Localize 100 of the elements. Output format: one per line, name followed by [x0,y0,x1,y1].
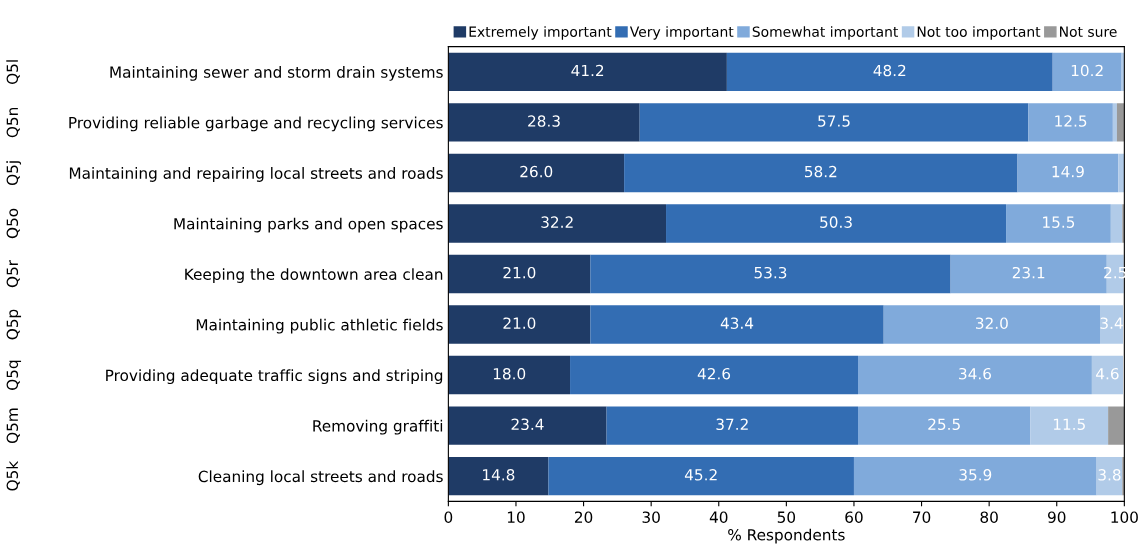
bar [448,355,571,395]
text: Q5o [6,208,20,239]
data-label: 11.5 [1053,418,1085,431]
x-tick-label: 0 [444,511,453,523]
legend-label: Very important [629,26,734,40]
data-label: 18.0 [493,367,526,380]
y-tick-label: Removing graffiti [313,419,443,435]
text: Q5l [6,60,20,84]
text: Q5k [6,460,20,491]
data-label: 50.3 [820,216,852,228]
bar [1122,456,1125,496]
bar [1108,406,1125,445]
bar [448,254,591,294]
x-tick-label: 80 [980,511,998,523]
bar [666,204,1007,243]
bar [570,355,859,395]
x-tick-label: 90 [1047,511,1066,523]
bar [448,103,640,142]
data-label: 15.5 [1043,216,1075,228]
bar [1112,103,1117,142]
legend-label: Not sure [1060,26,1117,37]
x-axis-title: % Respondents [728,528,845,544]
data-label: 21.0 [503,266,536,279]
data-label: 23.4 [511,418,544,431]
bar [1017,153,1119,193]
y-tick-label: Maintaining public athletic fields [196,318,443,334]
text: Q5j [6,161,22,186]
data-label: 43.4 [720,317,754,329]
bar [858,406,1031,445]
x-tick-label: 50 [777,511,796,523]
y-tick-label: Providing reliable garbage and recycling services [69,116,443,132]
bar [606,406,859,445]
bar [448,406,607,445]
y-tick-label: Cleaning local streets and roads [198,470,443,486]
data-label: 42.6 [697,367,731,380]
text: Q5q [6,360,22,390]
data-label: 37.2 [716,418,748,431]
bar [448,305,591,344]
x-tick-label: 70 [913,511,931,523]
bar [726,52,1053,92]
data-label: 32.0 [976,317,1008,329]
data-label: 28.3 [528,115,560,127]
data-label: 14.9 [1052,165,1084,178]
bar [1122,204,1125,243]
data-label: 45.2 [684,469,717,481]
legend-label: Somewhat important [752,26,899,40]
bar [590,305,884,344]
bar [1006,204,1111,243]
bar [1116,103,1125,142]
data-label: 53.3 [754,266,787,279]
bar [590,254,951,294]
bar [548,456,854,496]
data-label: 34.6 [959,367,991,380]
y-tick-label: Maintaining and repairing local streets and roads [69,167,443,182]
data-label: 48.2 [873,64,906,77]
x-tick-label: 60 [845,511,863,523]
data-label: 3.8 [1098,469,1121,481]
data-label: 14.8 [483,469,515,481]
bar [448,456,549,496]
text: Q5m [6,408,20,444]
bar [624,153,1018,193]
data-label: 23.1 [1012,266,1045,279]
data-label: 21.0 [503,317,536,329]
x-tick-label: 40 [709,511,728,523]
bar [1100,305,1123,344]
data-label: 57.5 [818,115,850,127]
x-tick-label: 10 [507,511,525,523]
legend-label: Not too important [917,26,1041,40]
bar [853,456,1097,496]
text: Q5n [6,107,20,138]
x-tick-label: 20 [574,511,593,523]
data-label: 26.0 [520,165,553,178]
y-tick-label: Maintaining parks and open spaces [174,217,443,233]
bar [448,52,727,92]
bar [639,103,1029,142]
y-tick-label: Keeping the downtown area clean [185,268,443,283]
text: Q5p [6,309,22,340]
data-label: 41.2 [571,64,604,77]
data-label: 4.6 [1096,367,1119,380]
bar [448,153,625,193]
data-label: 25.5 [928,418,960,431]
data-label: 3.4 [1100,317,1123,329]
data-label: 10.2 [1071,64,1103,77]
bar [1091,355,1123,395]
bar [1030,406,1109,445]
bar [1052,52,1122,92]
data-label: 12.5 [1055,115,1087,127]
bar [1028,103,1113,142]
text: Q5r [6,259,20,288]
bar [1118,153,1125,193]
bar [448,204,667,243]
x-tick-label: 30 [642,511,660,523]
bar [858,355,1092,395]
legend-label: Extremely important [469,26,612,40]
data-label: 58.2 [805,165,837,178]
data-label: 35.9 [959,469,992,481]
y-tick-label: Providing adequate traffic signs and striping [106,369,443,385]
bar [1110,204,1123,243]
x-tick-label: 100 [1111,511,1138,523]
data-label: 32.2 [541,216,573,228]
